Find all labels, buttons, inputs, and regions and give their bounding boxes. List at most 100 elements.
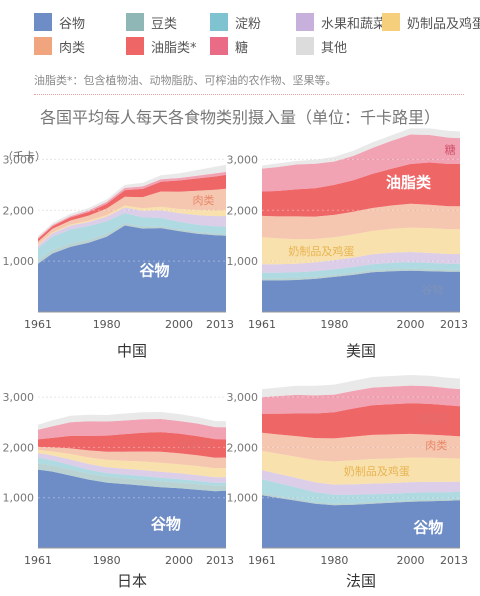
area-band-7 [38,432,226,458]
area-band-5 [262,227,460,265]
y-tick-label: 1,000 [227,492,259,505]
area-band-6 [262,203,460,240]
area-band-1 [38,225,226,312]
x-tick-label: 2000 [165,318,193,331]
x-tick-label: 2013 [440,554,468,567]
x-tick-label: 1961 [24,318,52,331]
chart-country-title: 中国 [117,342,147,360]
chart-main-title: 各国平均每人每天各食物类别摄入量（单位：千卡路里） [39,108,440,127]
area-band-1 [38,469,226,548]
legend-label: 奶制品及鸡蛋 [407,16,480,32]
legend-entry: 糖 [210,36,248,56]
legend-label: 油脂类* [151,40,197,56]
y-tick-label: 2,000 [227,441,259,454]
y-tick-label: 3,000 [227,153,259,166]
x-tick-label: 1980 [320,318,348,331]
area-band-1 [262,270,460,312]
legend-entry: 水果和蔬菜 [296,12,386,32]
legend-label: 谷物 [59,16,86,32]
legend-entry: 油脂类* [126,36,197,56]
area-annotation: 谷物 [140,262,170,280]
legend-label: 淀粉 [235,16,262,32]
legend-swatch [296,37,314,55]
area-band-2 [262,493,460,506]
legend-row: 肉类 油脂类* 糖 其他 [34,34,474,58]
area-band-3 [38,213,226,261]
legend-swatch [126,37,144,55]
area-band-2 [38,223,226,264]
area-annotation: 谷物 [421,283,443,297]
x-tick-label: 1980 [320,554,348,567]
legend: 谷物 豆类 淀粉 水果和蔬菜 奶制品及鸡蛋肉类 油脂类* 糖 其他 [34,10,480,58]
y-tick-label: 3,000 [3,391,35,404]
area-annotation: 油脂类 [386,174,432,192]
area-band-8 [262,385,460,414]
y-tick-label: 2,000 [227,204,259,217]
y-tick-label: 3,000 [3,153,35,166]
y-tick-label: 2,000 [3,441,35,454]
area-annotation: 肉类 [192,193,214,207]
legend-swatch [34,13,52,31]
area-chart-4: 1,000 2,000 3,000 1961 1980 2000 2013 法国 谷物 奶制品及鸡… [227,375,468,590]
legend-label: 肉类 [59,40,86,56]
y-tick-label: 1,000 [227,255,259,268]
area-annotation: 油脂类 [178,437,211,451]
area-annotation: 谷物 [151,515,181,533]
area-band-8 [38,419,226,440]
legend-entry: 豆类 [126,12,177,32]
area-band-3 [262,479,460,504]
x-tick-label: 1980 [93,318,121,331]
legend-row: 谷物 豆类 淀粉 水果和蔬菜 奶制品及鸡蛋 [34,10,480,34]
x-tick-label: 2000 [397,554,425,567]
area-band-2 [262,268,460,281]
area-band-6 [262,432,460,462]
area-band-7 [38,174,226,242]
area-band-4 [38,207,226,249]
x-tick-label: 2000 [165,554,193,567]
area-annotation: 奶制品及鸡蛋 [344,464,410,478]
chart-country-title: 日本 [117,572,147,590]
area-annotation: 奶制品及鸡蛋 [288,244,354,258]
x-tick-label: 2013 [206,318,234,331]
area-band-5 [262,450,460,485]
legend-swatch [210,37,228,55]
area-band-9 [262,128,460,169]
area-band-6 [38,446,226,469]
x-tick-label: 1961 [248,318,276,331]
legend-label: 水果和蔬菜 [321,16,387,32]
legend-entry: 奶制品及鸡蛋 [382,12,480,32]
area-band-8 [262,134,460,192]
legend-label: 豆类 [151,16,178,32]
area-annotation: 油脂类 [416,411,449,425]
y-axis-unit-label: （千卡） [2,150,46,163]
x-tick-label: 1961 [248,554,276,567]
x-tick-label: 2013 [206,554,234,567]
y-tick-label: 3,000 [227,391,259,404]
area-annotation: 糖 [445,142,456,156]
area-band-2 [38,463,226,492]
legend-label: 糖 [235,40,249,56]
x-tick-label: 2013 [440,318,468,331]
legend-entry: 肉类 [34,36,85,56]
legend-entry: 淀粉 [210,12,261,32]
area-annotation: 谷物 [413,518,443,536]
area-annotation: 肉类 [425,438,447,452]
area-chart-2: 1,000 2,000 3,000 1961 1980 2000 2013 美国 谷物 奶制品及鸡… [227,128,468,360]
area-band-5 [38,449,226,478]
area-band-4 [262,470,460,495]
area-band-6 [38,188,226,245]
area-band-7 [262,403,460,439]
y-tick-label: 2,000 [3,204,35,217]
area-band-3 [38,457,226,486]
y-tick-label: 1,000 [3,492,35,505]
y-tick-label: 1,000 [3,255,35,268]
legend-label: 其他 [321,40,348,56]
legend-entry: 谷物 [34,12,85,32]
chart-country-title: 美国 [346,342,376,360]
area-chart-3: 1,000 2,000 3,000 1961 1980 2000 2013 日本 谷物 油脂类 [3,391,235,590]
legend-swatch [296,13,314,31]
x-tick-label: 1980 [93,554,121,567]
legend-swatch [34,37,52,55]
area-chart-1: 1,000 2,000 3,000 1961 1980 2000 2013 中国 谷物 肉类 [3,153,235,360]
